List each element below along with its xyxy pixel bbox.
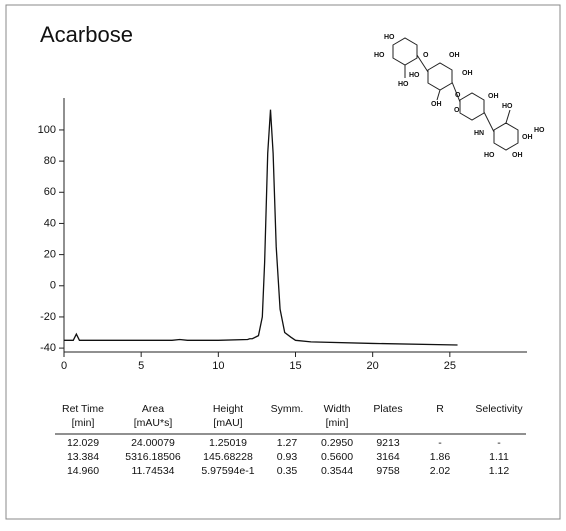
x-tick-label: 20 (367, 360, 379, 372)
structure-labels: HO HO O OH HO OH O HO OH OH O HN HO OH O… (374, 34, 545, 159)
table-cell: 0.35 (277, 465, 298, 477)
atom-label: HO (374, 52, 385, 59)
table-cell: 9213 (376, 437, 400, 449)
table-header: Ret Time (62, 403, 104, 415)
table-cell: 1.11 (489, 451, 509, 463)
atom-label: HO (409, 72, 420, 79)
frame (5, 4, 561, 520)
table-header: Width (324, 403, 351, 415)
table-cell: 11.74534 (131, 465, 174, 477)
atom-label: HO (502, 103, 513, 110)
signal-line (64, 109, 458, 346)
table-cell: 14.960 (67, 465, 99, 477)
table-header: Plates (373, 403, 402, 415)
table-header: [mAU*s] (134, 417, 173, 429)
table-cell: 3164 (376, 451, 400, 463)
table-header: Symm. (271, 403, 304, 415)
table-header: R (436, 403, 444, 415)
table-cell: 1.12 (489, 465, 510, 477)
table-cell: 0.5600 (321, 451, 353, 463)
atom-label: HN (474, 130, 484, 137)
atom-label: OH (462, 70, 473, 77)
table-cell: 5.97594e-1 (201, 465, 254, 477)
atom-label: OH (431, 101, 442, 108)
table-header: [min] (326, 417, 349, 429)
table-cell: 24.00079 (131, 437, 175, 449)
x-tick-label: 15 (289, 360, 301, 372)
atom-label: OH (522, 134, 533, 141)
table-cell: 145.68228 (203, 451, 253, 463)
table-cell: 1.86 (430, 451, 451, 463)
table-cell: 9758 (376, 465, 400, 477)
table-cell: 5316.18506 (125, 451, 181, 463)
atom-label: O (455, 92, 461, 99)
x-tick-label: 25 (444, 360, 456, 372)
atom-label: HO (484, 152, 495, 159)
atom-label: OH (488, 93, 499, 100)
y-tick-label: 100 (38, 124, 56, 136)
y-tick-label: 40 (44, 217, 56, 229)
table-cell: 1.25019 (209, 437, 247, 449)
atom-label: HO (384, 34, 395, 41)
y-tick-label: 20 (44, 249, 56, 261)
table-header: [mAU] (213, 417, 242, 429)
table-cell: 1.27 (277, 437, 298, 449)
table-cell: 2.02 (430, 465, 451, 477)
atom-label: OH (449, 52, 460, 59)
atom-label: HO (398, 81, 409, 88)
y-tick-label: 80 (44, 155, 56, 167)
table-header: Area (142, 403, 164, 415)
table-header: Height (213, 403, 243, 415)
structure (392, 37, 519, 151)
table-cell: 12.029 (67, 437, 99, 449)
atom-label: OH (512, 152, 523, 159)
x-tick-label: 10 (212, 360, 224, 372)
x-tick-label: 5 (138, 360, 144, 372)
table-cell: 0.2950 (321, 437, 353, 449)
table-header: Selectivity (475, 403, 523, 415)
atom-label: O (423, 52, 429, 59)
table-cell: 13.384 (67, 451, 99, 463)
atom-label: HO (534, 127, 545, 134)
y-tick-label: -40 (40, 342, 56, 354)
table-cell: 0.93 (277, 451, 298, 463)
y-tick-label: 0 (50, 280, 56, 292)
y-tick-label: 60 (44, 186, 56, 198)
table-cell: - (497, 437, 501, 449)
chart-title: Acarbose (40, 22, 133, 47)
table-header: [min] (72, 417, 95, 429)
atom-label: O (454, 107, 460, 114)
table-cell: - (438, 437, 442, 449)
table-cell: 0.3544 (321, 465, 353, 477)
x-tick-label: 0 (61, 360, 67, 372)
y-tick-label: -20 (40, 311, 56, 323)
